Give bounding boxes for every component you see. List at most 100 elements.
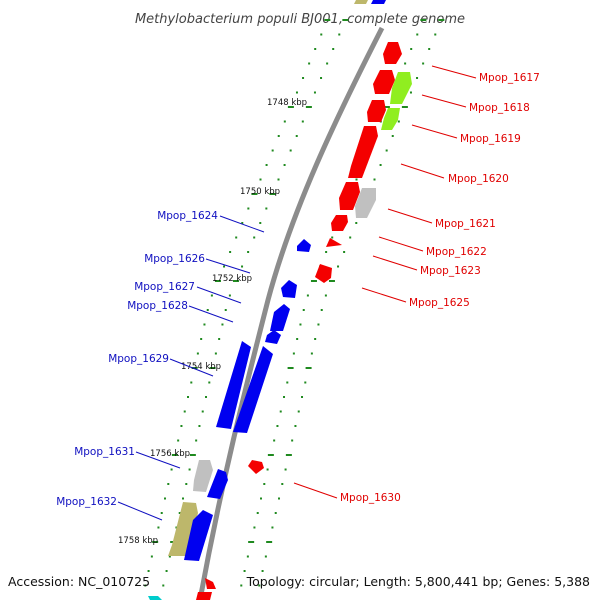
tick-mark — [210, 294, 213, 297]
gene-label[interactable]: Mpop_1630 — [340, 492, 401, 504]
gene-arrow[interactable] — [381, 108, 400, 130]
gene-arrow[interactable] — [265, 330, 281, 344]
gene-arrow[interactable] — [233, 346, 273, 433]
gene-label[interactable]: Mpop_1629 — [108, 353, 169, 365]
gene-arrow[interactable] — [354, 0, 368, 4]
tick-mark — [297, 410, 300, 413]
tick-mark — [385, 149, 388, 152]
gene-arrow[interactable] — [315, 264, 332, 283]
tick-mark — [355, 222, 358, 224]
kbp-markers: 1748 kbp 1750 kbp 1752 kbp 1754 kbp 1756… — [118, 98, 307, 546]
gene-label[interactable]: Mpop_1618 — [469, 102, 530, 114]
tick-mark — [278, 497, 281, 500]
tick-mark — [317, 323, 320, 326]
tick-mark — [410, 48, 413, 50]
tick-mark — [253, 236, 256, 239]
gene-arrow[interactable] — [281, 280, 297, 298]
gene-arrow[interactable] — [348, 126, 378, 178]
tick-mark — [287, 367, 294, 369]
gene-arrow[interactable] — [355, 188, 376, 218]
forward-gene-labels: Mpop_1617 Mpop_1618 Mpop_1619 Mpop_1620 … — [340, 72, 540, 504]
gene-label[interactable]: Mpop_1631 — [74, 446, 135, 458]
tick-mark — [310, 280, 317, 282]
gene-arrow[interactable] — [184, 510, 213, 561]
tick-mark — [331, 236, 334, 239]
gene-arrow[interactable] — [216, 341, 251, 429]
tick-mark — [286, 381, 289, 384]
gene-arrow[interactable] — [297, 239, 311, 252]
gene-label[interactable]: Mpop_1625 — [409, 297, 470, 309]
tick-mark — [205, 396, 208, 398]
gene-label[interactable]: Mpop_1620 — [448, 173, 509, 185]
tick-mark — [209, 367, 216, 369]
gene-label[interactable]: Mpop_1624 — [157, 210, 218, 222]
gene-arrow[interactable] — [383, 42, 402, 64]
gene-label[interactable]: Mpop_1632 — [56, 496, 117, 508]
tick-mark — [190, 381, 193, 384]
gene-label[interactable]: Mpop_1621 — [435, 218, 496, 230]
gene-label[interactable]: Mpop_1627 — [134, 281, 195, 293]
tick-mark — [291, 439, 294, 442]
tick-mark — [221, 323, 224, 326]
tick-mark — [259, 178, 262, 181]
gene-label[interactable]: Mpop_1622 — [426, 246, 487, 258]
tick-mark — [168, 555, 171, 558]
gene-arrow[interactable] — [148, 596, 162, 600]
tick-mark — [416, 77, 419, 79]
tick-mark — [189, 454, 196, 456]
tick-mark — [326, 62, 329, 65]
tick-mark — [253, 526, 256, 529]
gene-arrow[interactable] — [390, 72, 412, 104]
tick-mark — [206, 309, 209, 311]
tick-mark — [214, 352, 217, 355]
gene-arrow[interactable] — [207, 469, 228, 499]
gene-arrow[interactable] — [339, 182, 360, 210]
gene-label[interactable]: Mpop_1628 — [127, 300, 188, 312]
accession-text: Accession: NC_010725 — [8, 574, 150, 589]
tick-mark — [218, 338, 221, 340]
tick-mark — [283, 120, 286, 123]
gene-label[interactable]: Mpop_1619 — [460, 133, 521, 145]
tick-mark — [325, 251, 328, 253]
gene-arrow[interactable] — [367, 100, 386, 122]
gene-arrow[interactable] — [248, 460, 264, 474]
tick-mark — [208, 381, 211, 384]
gene-arrow[interactable] — [331, 215, 348, 231]
tick-mark — [276, 425, 279, 427]
tick-mark — [355, 178, 358, 181]
gene-arrow[interactable] — [326, 238, 342, 247]
tick-mark — [273, 439, 276, 442]
tick-mark — [256, 512, 259, 514]
kbp-label: 1758 kbp — [118, 536, 158, 546]
gene-arrow[interactable] — [205, 578, 216, 589]
tick-mark — [232, 280, 239, 282]
genome-backbone — [197, 26, 385, 600]
tick-mark — [422, 62, 425, 65]
tick-mark — [164, 497, 167, 500]
tick-mark — [338, 33, 341, 36]
gene-arrow[interactable] — [371, 0, 386, 4]
tick-mark — [324, 294, 327, 297]
tick-mark — [420, 19, 427, 21]
reverse-gene-labels: Mpop_1624 Mpop_1626 Mpop_1627 Mpop_1628 … — [56, 210, 218, 508]
gene-arrow[interactable] — [373, 70, 395, 94]
gene-arrow[interactable] — [196, 592, 212, 600]
tick-mark — [438, 19, 445, 21]
tick-mark — [235, 236, 238, 239]
tick-mark — [409, 91, 412, 94]
gene-arrow[interactable] — [270, 304, 290, 331]
tick-mark — [281, 483, 284, 485]
tick-mark — [165, 570, 168, 572]
gene-label[interactable]: Mpop_1623 — [420, 265, 481, 277]
gene-label[interactable]: Mpop_1617 — [479, 72, 540, 84]
gene-label[interactable]: Mpop_1626 — [144, 253, 205, 265]
tick-mark — [328, 280, 335, 282]
gene-arrow[interactable] — [193, 460, 213, 492]
tick-mark — [183, 410, 186, 413]
tick-mark — [171, 454, 178, 456]
tick-mark — [343, 251, 346, 253]
tick-mark — [248, 541, 255, 543]
kbp-label: 1754 kbp — [181, 362, 221, 372]
gene-arrow[interactable] — [168, 502, 198, 556]
